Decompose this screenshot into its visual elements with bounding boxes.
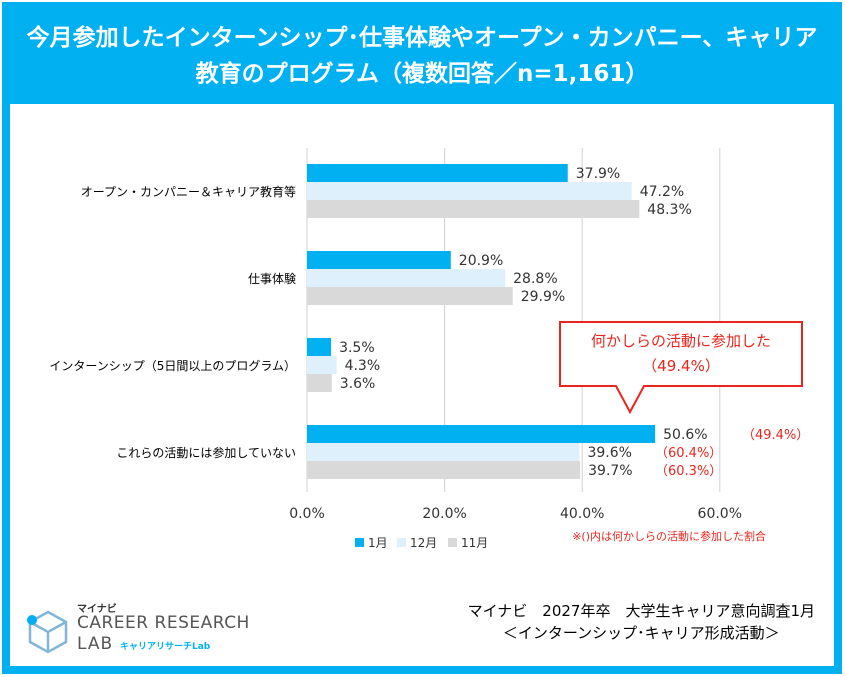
source-line2: ＜インターンシップ･キャリア形成活動＞: [502, 624, 780, 642]
category-label: 仕事体験: [248, 271, 296, 286]
data-label: 39.7%: [588, 463, 632, 479]
category-label: オープン・カンパニー＆キャリア教育等: [81, 184, 296, 199]
bar-chart: 0.0% 20.0% 40.0% 60.0% 37.9% 20.9% 3.5% 50.6% 47…: [49, 148, 809, 550]
data-label: 3.6%: [340, 376, 376, 392]
data-label: 3.5%: [339, 340, 375, 356]
bar-11月: [307, 287, 513, 305]
chart-title-line1: 今月参加したインターンシップ･仕事体験やオープン・カンパニー、キャリア: [26, 25, 818, 51]
legend-swatch: [355, 538, 364, 547]
data-label: 20.9%: [459, 253, 503, 269]
x-tick-label: 0.0%: [289, 506, 325, 522]
participation-rate: （49.4%）: [742, 428, 809, 443]
cube-logo-icon: [27, 610, 68, 654]
bar-12月: [307, 443, 580, 461]
bar-1月: [307, 251, 451, 269]
logo-sub: キャリアリサーチLab: [120, 642, 211, 652]
source-line1: マイナビ 2027年卒 大学生キャリア意向調査1月: [467, 602, 815, 620]
legend-label: 11月: [461, 536, 488, 550]
x-tick-label: 20.0%: [422, 506, 466, 522]
bar-12月: [307, 356, 337, 374]
data-label: 47.2%: [640, 184, 684, 200]
bar-11月: [307, 461, 581, 479]
logo-line2: LAB: [77, 634, 114, 654]
bar-12月: [307, 182, 632, 200]
bar-1月: [307, 338, 332, 356]
data-label: 28.8%: [513, 271, 557, 287]
bar-11月: [307, 200, 640, 218]
bar-1月: [307, 425, 656, 443]
chart-note: ※()内は何かしらの活動に参加した割合: [572, 529, 766, 543]
data-label: 39.6%: [587, 445, 631, 461]
x-tick-label: 40.0%: [560, 506, 604, 522]
bar-11月: [307, 374, 332, 392]
participation-rate: （60.4%）: [655, 446, 722, 461]
category-label: インターンシップ（5日間以上のプログラム）: [49, 359, 296, 373]
source-note: マイナビ 2027年卒 大学生キャリア意向調査1月 ＜インターンシップ･キャリア…: [468, 600, 815, 644]
chart-title-line2: 教育のプログラム（複数回答／n=1,161）: [195, 61, 649, 87]
career-research-lab-logo: マイナビ CAREER RESEARCH LAB キャリアリサーチLab: [22, 600, 252, 660]
legend-swatch: [448, 538, 457, 547]
bar-12月: [307, 269, 506, 287]
data-label: 4.3%: [345, 358, 381, 374]
callout-box: [559, 321, 803, 415]
x-tick-label: 60.0%: [698, 506, 742, 522]
legend-label: 12月: [410, 536, 437, 550]
data-label: 37.9%: [576, 166, 620, 182]
legend-label: 1月: [368, 536, 388, 550]
data-label: 48.3%: [647, 202, 691, 218]
logo-brand: マイナビ: [77, 604, 117, 615]
participation-rate: （60.3%）: [655, 464, 722, 479]
callout-line2: （49.4%）: [642, 357, 720, 375]
chart-title: 今月参加したインターンシップ･仕事体験やオープン・カンパニー、キャリア 教育のプ…: [10, 10, 834, 104]
legend-swatch: [397, 538, 406, 547]
bar-1月: [307, 164, 568, 182]
callout-line1: 何かしらの活動に参加した: [591, 332, 771, 350]
logo-line1: CAREER RESEARCH: [77, 613, 250, 633]
category-label: これらの活動には参加していない: [116, 445, 296, 460]
data-label: 29.9%: [521, 289, 565, 305]
data-label: 50.6%: [663, 427, 707, 443]
